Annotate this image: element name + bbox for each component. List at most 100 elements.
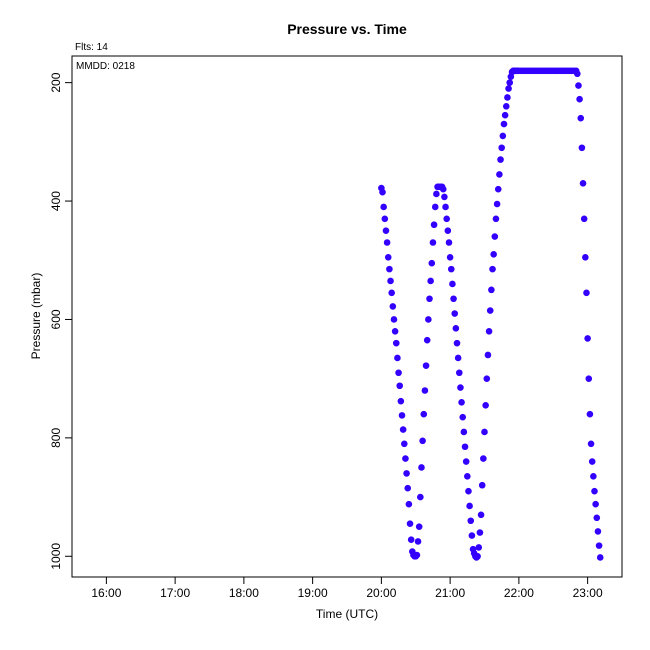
plot-frame	[71, 55, 623, 578]
data-point	[394, 354, 401, 362]
data-point	[423, 336, 431, 344]
data-point	[497, 156, 504, 163]
data-point	[380, 203, 387, 211]
data-point	[398, 412, 406, 419]
y-axis: 200 400 600 800 1000	[49, 72, 72, 570]
data-point	[488, 286, 495, 294]
data-point	[591, 487, 598, 495]
data-point	[579, 179, 587, 187]
data-point	[501, 111, 509, 119]
data-point	[430, 221, 438, 229]
data-point	[578, 144, 586, 152]
data-point	[428, 259, 436, 267]
data-point	[461, 443, 469, 451]
data-point	[577, 114, 585, 122]
x-axis-label: Time (UTC)	[316, 607, 378, 621]
x-tick-label: 23:00	[573, 586, 603, 600]
y-axis-label: Pressure (mbar)	[29, 273, 43, 360]
data-point	[445, 239, 453, 246]
data-point	[595, 542, 603, 549]
data-point	[489, 265, 496, 273]
data-point	[406, 520, 414, 528]
data-point	[505, 85, 512, 92]
data-point	[467, 517, 475, 525]
flights-label: Flts: 14	[75, 42, 108, 53]
data-point	[421, 387, 429, 394]
data-point	[387, 277, 394, 285]
data-point	[492, 215, 500, 223]
data-point	[586, 410, 594, 418]
data-point	[443, 215, 450, 223]
y-tick-label: 600	[49, 309, 63, 329]
data-point	[442, 203, 449, 211]
data-point	[458, 399, 465, 406]
data-point	[484, 351, 492, 359]
data-point	[486, 307, 494, 314]
data-point	[386, 265, 393, 273]
data-point	[464, 473, 471, 480]
data-point	[475, 544, 483, 551]
data-point	[388, 289, 395, 297]
y-tick-label: 400	[49, 191, 63, 211]
data-point	[590, 473, 597, 480]
data-point	[462, 458, 470, 465]
y-tick-label: 200	[49, 72, 63, 92]
data-point	[427, 277, 434, 285]
data-point	[446, 253, 454, 261]
data-point	[504, 94, 511, 101]
data-point	[389, 303, 397, 310]
data-point	[483, 375, 491, 382]
data-point	[584, 335, 591, 342]
data-point	[477, 511, 485, 519]
data-point	[417, 493, 424, 501]
data-point	[451, 310, 459, 317]
data-point	[474, 552, 481, 560]
data-point	[381, 215, 389, 223]
mmdd-label: MMDD: 0218	[76, 61, 135, 72]
data-point	[400, 440, 408, 448]
data-point	[402, 455, 409, 462]
data-point	[498, 144, 505, 152]
data-point	[585, 375, 593, 382]
data-point	[420, 410, 428, 418]
data-point	[429, 239, 437, 246]
data-point	[576, 95, 583, 103]
chart-title: Pressure vs. Time	[287, 21, 407, 37]
data-point	[460, 428, 468, 436]
data-point	[397, 397, 405, 405]
data-point	[478, 481, 486, 489]
x-tick-label: 19:00	[298, 586, 328, 600]
data-point	[580, 215, 588, 223]
data-point	[384, 253, 392, 261]
data-point	[481, 428, 488, 436]
data-point	[382, 227, 390, 234]
data-point	[454, 354, 462, 362]
data-point	[425, 316, 432, 323]
data-point	[395, 369, 402, 377]
data-point	[593, 514, 601, 522]
data-point	[415, 523, 423, 530]
data-point	[441, 193, 448, 201]
data-point	[574, 70, 581, 78]
x-tick-label: 22:00	[504, 586, 534, 600]
data-point	[413, 551, 421, 559]
x-tick-label: 17:00	[160, 586, 190, 600]
data-point	[426, 295, 433, 303]
data-point	[418, 464, 425, 471]
data-point	[482, 402, 489, 409]
data-point	[407, 536, 415, 544]
data-point	[405, 500, 413, 508]
data-point	[588, 458, 596, 465]
x-tick-label: 20:00	[366, 586, 396, 600]
data-point	[449, 280, 456, 288]
data-point	[490, 251, 497, 258]
data-points	[378, 67, 604, 561]
data-point	[485, 328, 493, 335]
data-point	[494, 185, 502, 193]
data-point	[480, 455, 487, 462]
data-point	[500, 120, 508, 128]
data-point	[399, 426, 407, 433]
data-point	[596, 554, 604, 561]
data-point	[587, 440, 595, 448]
